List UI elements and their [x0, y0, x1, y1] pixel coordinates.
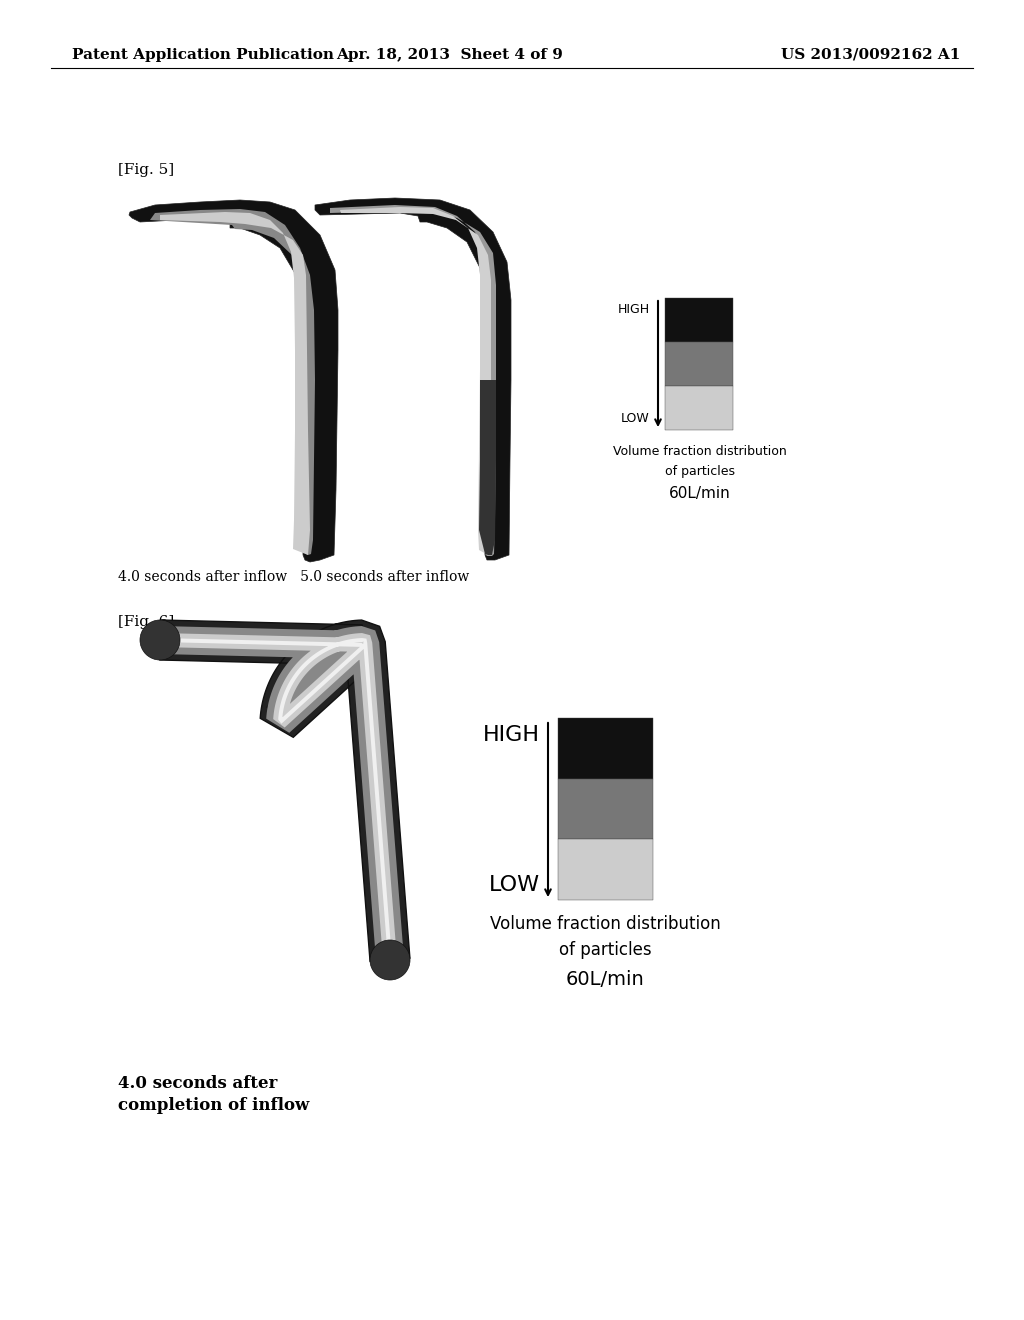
- Text: HIGH: HIGH: [483, 725, 540, 744]
- Text: of particles: of particles: [559, 941, 651, 960]
- Bar: [558, 840, 653, 900]
- Polygon shape: [150, 209, 315, 554]
- Text: [Fig. 5]: [Fig. 5]: [118, 162, 174, 177]
- Bar: [665, 342, 733, 385]
- Polygon shape: [160, 638, 392, 960]
- Bar: [558, 779, 653, 840]
- Text: Patent Application Publication: Patent Application Publication: [72, 48, 334, 62]
- Text: of particles: of particles: [665, 465, 735, 478]
- Text: HIGH: HIGH: [617, 304, 650, 315]
- Polygon shape: [160, 213, 310, 554]
- Bar: [665, 298, 733, 342]
- Text: Apr. 18, 2013  Sheet 4 of 9: Apr. 18, 2013 Sheet 4 of 9: [337, 48, 563, 62]
- Polygon shape: [129, 201, 338, 562]
- Circle shape: [370, 940, 410, 979]
- Text: 4.0 seconds after
completion of inflow: 4.0 seconds after completion of inflow: [118, 1074, 309, 1114]
- Text: LOW: LOW: [488, 875, 540, 895]
- Text: 60L/min: 60L/min: [565, 970, 644, 989]
- Polygon shape: [330, 205, 496, 556]
- Circle shape: [140, 620, 180, 660]
- Polygon shape: [160, 620, 410, 961]
- Polygon shape: [315, 198, 511, 560]
- Text: [Fig. 6]: [Fig. 6]: [118, 615, 174, 630]
- Text: US 2013/0092162 A1: US 2013/0092162 A1: [780, 48, 961, 62]
- Polygon shape: [479, 380, 496, 554]
- Text: LOW: LOW: [622, 412, 650, 425]
- Text: Volume fraction distribution: Volume fraction distribution: [489, 915, 720, 933]
- Polygon shape: [160, 634, 397, 961]
- Polygon shape: [160, 626, 403, 961]
- Text: Volume fraction distribution: Volume fraction distribution: [613, 445, 786, 458]
- Text: 4.0 seconds after inflow   5.0 seconds after inflow: 4.0 seconds after inflow 5.0 seconds aft…: [118, 570, 469, 583]
- Bar: [558, 718, 653, 779]
- Bar: [665, 385, 733, 430]
- Text: 60L/min: 60L/min: [669, 486, 731, 502]
- Polygon shape: [340, 207, 493, 554]
